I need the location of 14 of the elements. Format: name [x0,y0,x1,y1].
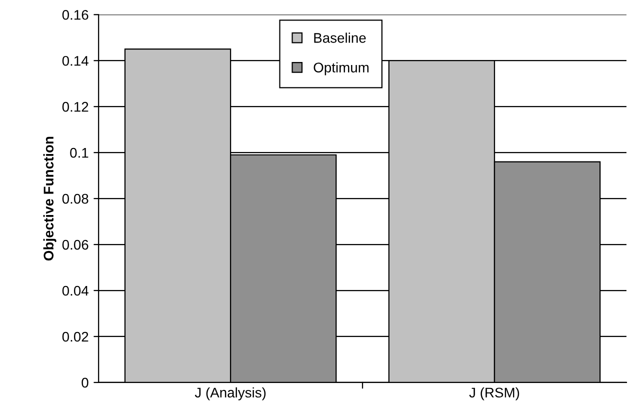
y-tick-label: 0.08 [62,194,88,204]
x-tick-label: J (Analysis) [194,387,266,400]
y-tick-label: 0.04 [62,286,88,296]
legend-label: Baseline [314,32,366,43]
y-tick-label: 0.12 [62,102,88,112]
y-axis-title: Objective Function [43,136,56,260]
y-tick-label: 0.14 [62,56,88,66]
y-tick-label: 0.06 [62,240,88,250]
y-tick-label: 0 [82,378,88,388]
y-tick-label: 0.1 [70,148,88,158]
x-tick-label: J (RSM) [469,387,520,400]
y-tick-label: 0.16 [62,10,88,20]
legend-label: Optimum [314,62,369,76]
y-tick-label: 0.02 [62,332,88,342]
